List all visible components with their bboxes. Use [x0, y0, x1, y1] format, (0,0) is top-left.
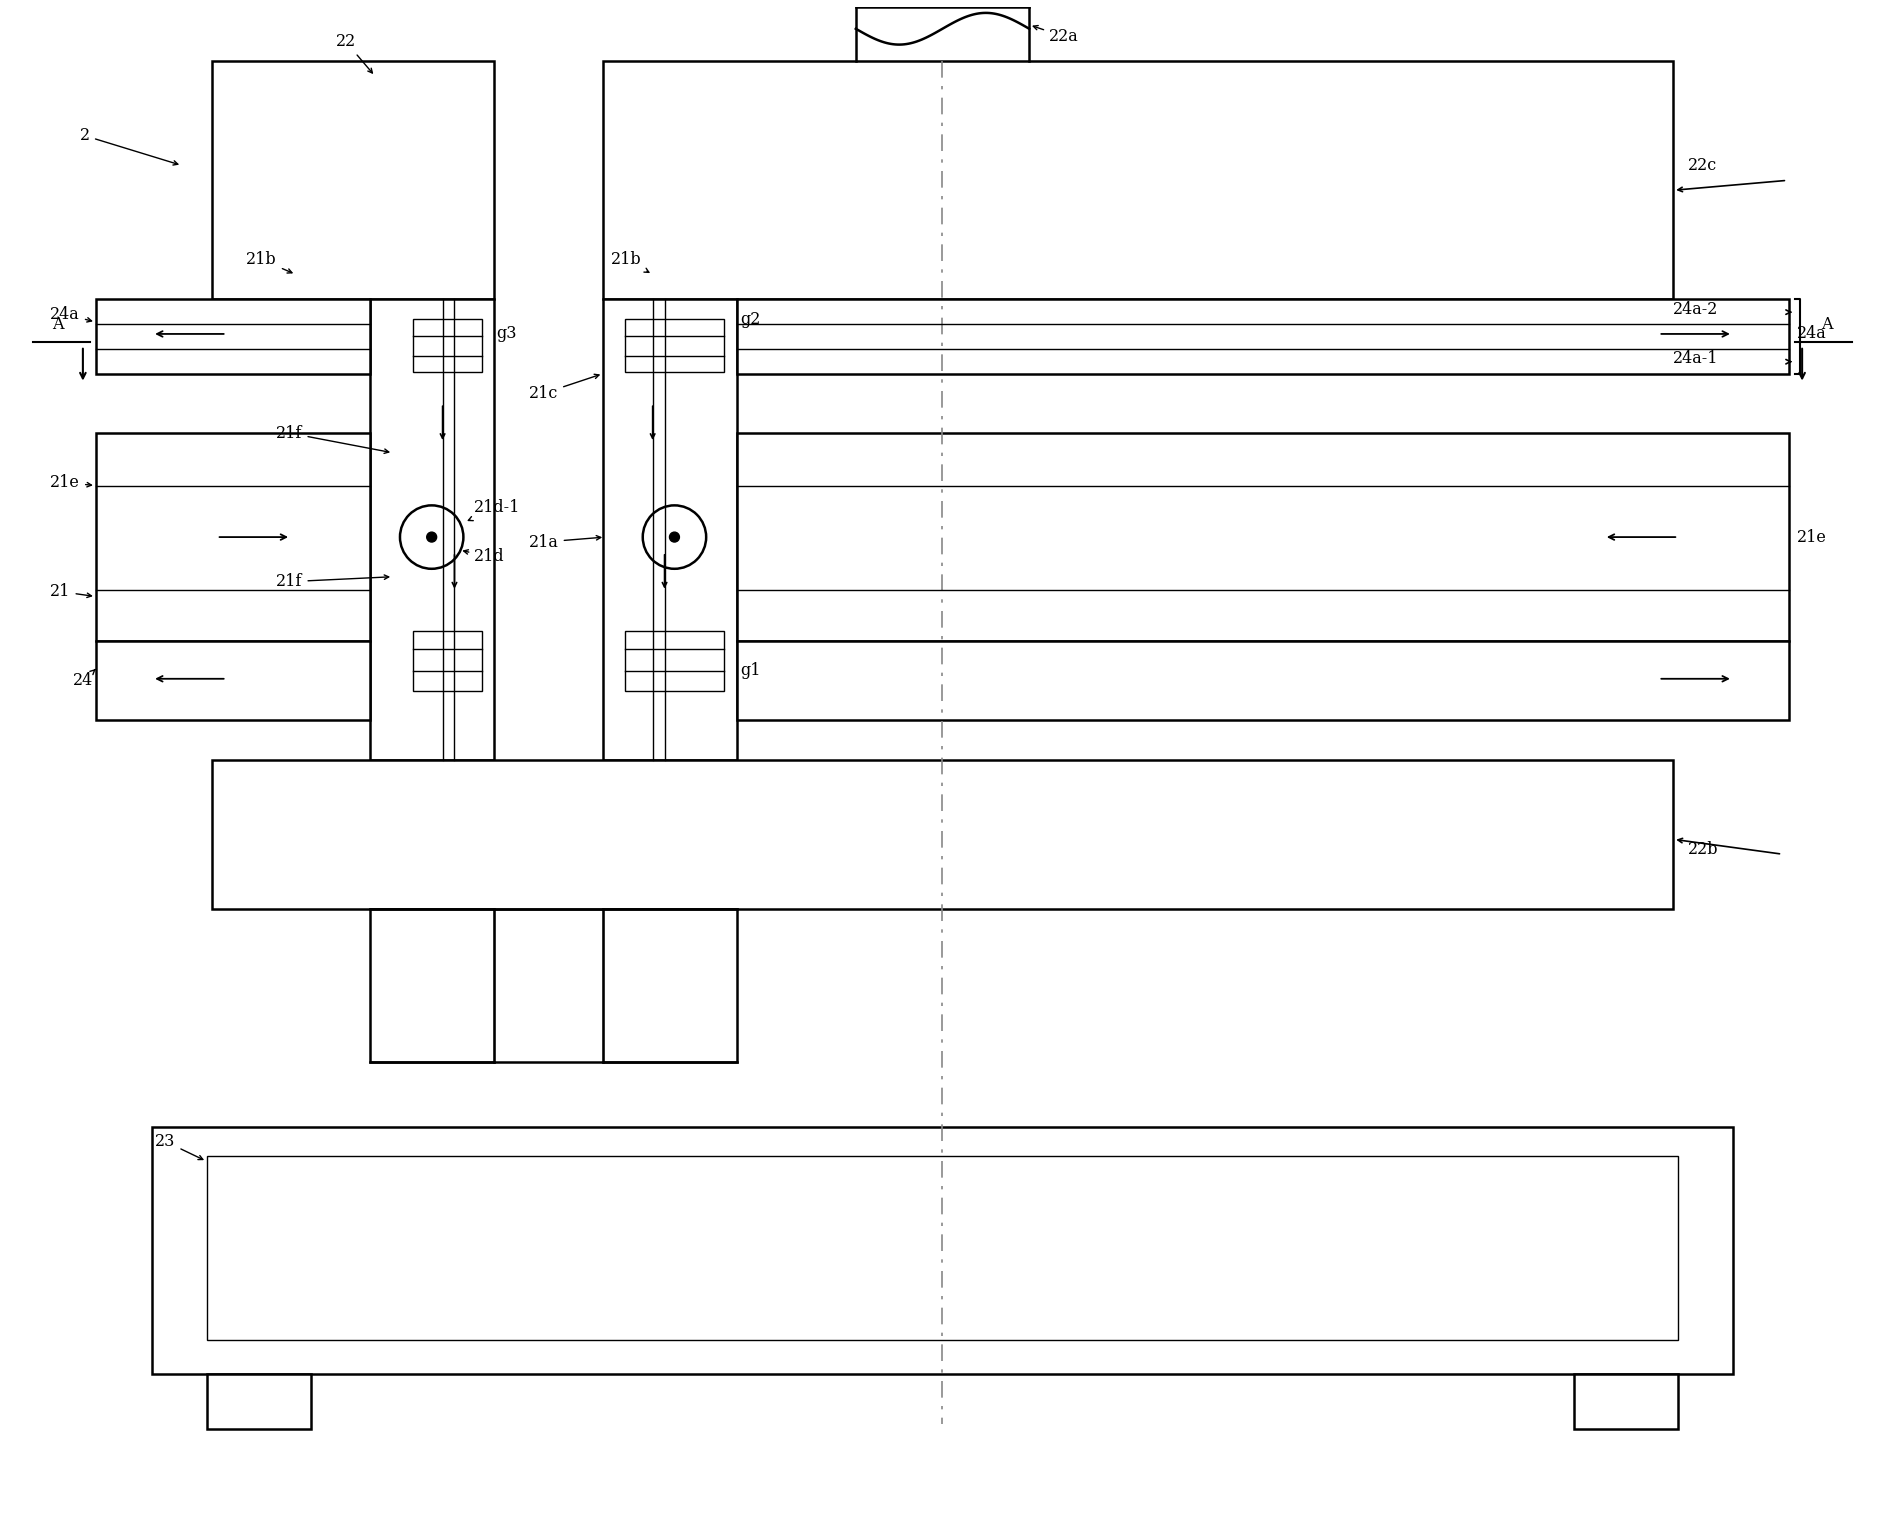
- Bar: [96, 642, 369, 720]
- Bar: [737, 642, 1789, 720]
- Bar: [603, 299, 737, 759]
- Circle shape: [426, 532, 437, 542]
- Text: 22c: 22c: [1689, 157, 1717, 174]
- Bar: [211, 61, 494, 299]
- Text: g1: g1: [739, 662, 760, 680]
- Text: 21: 21: [51, 584, 92, 601]
- Bar: [207, 1374, 311, 1429]
- Text: 21c: 21c: [530, 374, 599, 402]
- Bar: [626, 631, 724, 691]
- Text: 22: 22: [336, 34, 373, 73]
- Text: g2: g2: [739, 310, 760, 327]
- Bar: [626, 319, 724, 371]
- Text: 23: 23: [155, 1134, 204, 1160]
- Circle shape: [669, 532, 679, 542]
- Text: 2: 2: [79, 127, 177, 165]
- Text: 21f: 21f: [275, 573, 388, 590]
- Text: 21e: 21e: [1796, 529, 1827, 545]
- Text: A: A: [53, 316, 64, 333]
- Bar: [737, 432, 1789, 642]
- Text: A: A: [1821, 316, 1832, 333]
- Text: 21d: 21d: [464, 549, 505, 565]
- Text: 21a: 21a: [530, 533, 601, 550]
- Bar: [207, 1157, 1678, 1340]
- Bar: [96, 299, 369, 373]
- Text: 24a-2: 24a-2: [1674, 301, 1719, 318]
- Text: 24: 24: [74, 669, 96, 689]
- Bar: [1574, 1374, 1678, 1429]
- Bar: [369, 299, 494, 759]
- Text: 24a: 24a: [51, 306, 92, 322]
- Bar: [603, 909, 737, 1062]
- Text: 21f: 21f: [275, 425, 388, 454]
- Text: 24a: 24a: [1796, 325, 1827, 342]
- Text: 22b: 22b: [1689, 840, 1719, 857]
- Text: 21b: 21b: [611, 251, 648, 272]
- Bar: [413, 631, 483, 691]
- Bar: [603, 61, 1674, 299]
- Text: 21b: 21b: [247, 251, 292, 274]
- Bar: [96, 432, 369, 642]
- Text: 22a: 22a: [1033, 26, 1078, 46]
- Text: 21e: 21e: [51, 474, 92, 490]
- Bar: [153, 1126, 1732, 1374]
- Bar: [413, 319, 483, 371]
- Bar: [211, 759, 1674, 909]
- Text: g3: g3: [496, 325, 516, 342]
- Text: 21d-1: 21d-1: [467, 498, 520, 521]
- Text: 24a-1: 24a-1: [1674, 350, 1719, 367]
- Bar: [737, 299, 1789, 373]
- Bar: [369, 909, 494, 1062]
